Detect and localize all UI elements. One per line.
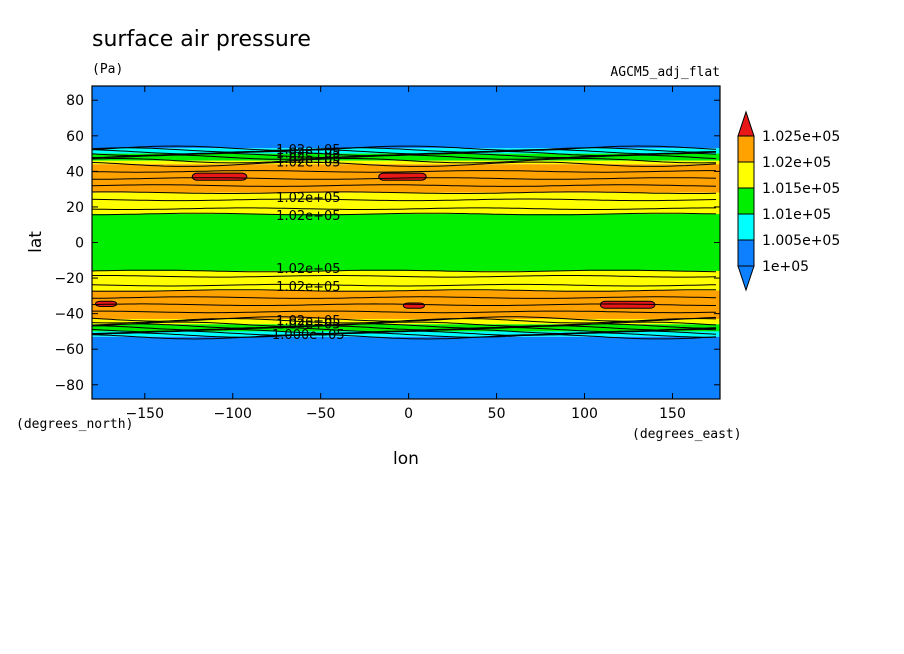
- y-axis-ticks: 80 60 40 20 0 −20 −40 −60 −80: [54, 93, 720, 394]
- pressure-band: [92, 192, 720, 215]
- contour-line: [91, 198, 717, 202]
- pressure-field: [92, 86, 720, 399]
- colorbar-swatch: [737, 239, 755, 267]
- y-tick-label: −80: [54, 378, 84, 394]
- contour-line: [91, 289, 717, 292]
- contour-labels: 1.02e+051.02e+051.02e+051.02e+051.02e+05…: [272, 143, 345, 343]
- x-tick-label: −150: [126, 406, 164, 422]
- x-tick-label: −50: [306, 406, 336, 422]
- x-axis-units: (degrees_east): [632, 427, 742, 442]
- contour-line: [91, 158, 717, 164]
- x-tick-label: 0: [404, 406, 413, 422]
- colorbar-label: 1.02e+05: [762, 155, 831, 171]
- colorbar-swatch: [737, 161, 755, 189]
- contour-label: 1.02e+05: [276, 147, 340, 162]
- x-tick-label: 150: [659, 406, 686, 422]
- contour-line: [91, 184, 717, 187]
- pressure-band: [92, 270, 720, 291]
- chart-title: surface air pressure: [92, 27, 311, 52]
- y-tick-label: 60: [66, 129, 84, 145]
- contour-label: 1.02e+05: [276, 152, 340, 167]
- contour-label: 1.000e+05: [272, 328, 345, 343]
- y-tick-label: 0: [75, 236, 84, 252]
- contour-line: [91, 191, 717, 194]
- contour-line: [91, 323, 716, 329]
- y-tick-label: 20: [66, 200, 84, 216]
- contour-line: [91, 269, 717, 273]
- colorbar-label: 1.025e+05: [762, 129, 840, 145]
- y-tick-label: −60: [54, 342, 84, 358]
- contour-line: [91, 161, 717, 167]
- x-axis-ticks: −150 −100 −50 0 50 100 150: [126, 86, 686, 422]
- contour-label: 1.02e+05: [276, 314, 340, 329]
- model-label: AGCM5_adj_flat: [610, 65, 720, 80]
- x-tick-label: 50: [488, 406, 506, 422]
- contour-line: [91, 318, 717, 324]
- contour-label: 1.02e+05: [276, 143, 340, 158]
- colorbar-arrow-bottom: [737, 265, 755, 292]
- x-tick-label: 100: [571, 406, 598, 422]
- colorbar-swatch: [737, 187, 755, 215]
- pressure-band: [92, 214, 720, 271]
- contour-line: [92, 177, 717, 180]
- contour-line: [91, 332, 717, 338]
- pressure-band: [92, 324, 720, 332]
- contour-lines: [91, 145, 717, 340]
- contour-label: 1.02e+05: [276, 262, 340, 277]
- pressure-band: [92, 336, 720, 399]
- contour-line: [91, 147, 716, 153]
- pressure-maximum: [378, 172, 427, 181]
- contour-label: 1.02e+05: [276, 209, 340, 224]
- units-label: (Pa): [92, 62, 123, 77]
- contour-line: [91, 170, 716, 173]
- pressure-band: [92, 153, 720, 161]
- y-tick-label: −40: [54, 307, 84, 323]
- colorbar-legend: 1.025e+05 1.02e+05 1.015e+05 1.01e+05 1.005e…: [737, 110, 840, 292]
- pressure-maximum: [191, 172, 248, 181]
- contour-line: [92, 296, 717, 299]
- pressure-band: [92, 318, 720, 325]
- pressure-band: [92, 160, 720, 165]
- contour-label: 1.02e+05: [276, 317, 340, 332]
- contour-line: [91, 330, 717, 336]
- colorbar-label: 1e+05: [762, 259, 809, 275]
- contour-line: [91, 303, 716, 306]
- pressure-band: [92, 148, 720, 154]
- colorbar-arrow-top: [737, 110, 755, 137]
- y-axis-units: (degrees_north): [16, 417, 133, 432]
- contour-label: 1.02e+05: [276, 280, 340, 295]
- colorbar-label: 1.01e+05: [762, 207, 831, 223]
- colorbar-label: 1.015e+05: [762, 181, 840, 197]
- colorbar-swatch: [737, 135, 755, 163]
- y-axis-label: lat: [26, 231, 46, 253]
- y-tick-label: 80: [66, 93, 84, 109]
- contour-line: [92, 212, 717, 216]
- contour-label: 1.02e+05: [276, 191, 340, 206]
- contour-line: [91, 145, 717, 151]
- contour-line: [91, 207, 716, 210]
- contour-line: [91, 321, 717, 327]
- y-tick-label: −20: [54, 271, 84, 287]
- contour-line: [92, 275, 717, 278]
- contour-label: 1.02e+05: [276, 155, 340, 170]
- y-tick-label: 40: [66, 164, 84, 180]
- contour-line: [91, 283, 717, 287]
- contour-line: [91, 334, 717, 340]
- x-tick-label: −100: [214, 406, 252, 422]
- colorbar-swatch: [737, 213, 755, 241]
- contour-line: [92, 310, 717, 314]
- colorbar-label: 1.005e+05: [762, 233, 840, 249]
- x-axis-label: lon: [393, 449, 419, 469]
- pressure-band: [92, 86, 720, 149]
- contour-line: [91, 154, 717, 160]
